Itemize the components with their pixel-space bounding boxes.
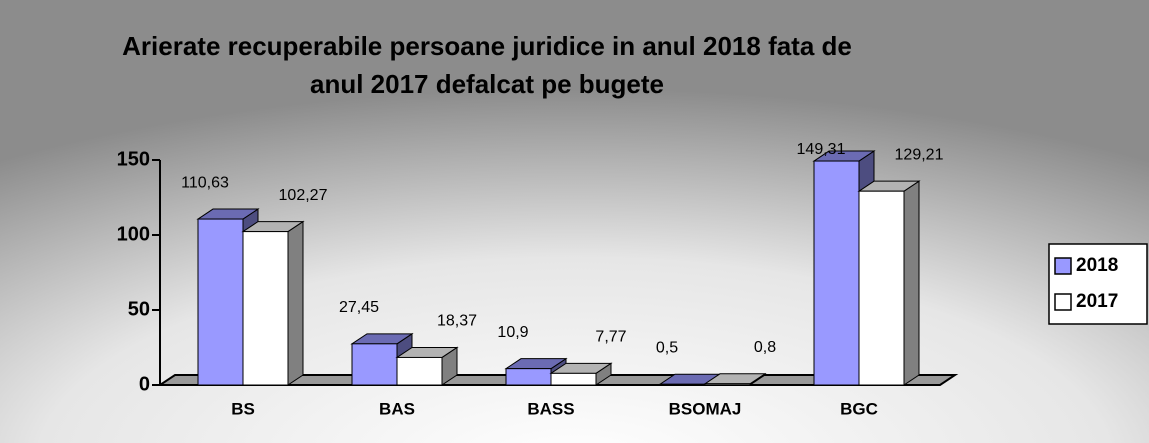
legend-swatch (1054, 293, 1072, 311)
value-label: 102,27 (279, 187, 328, 204)
chart-title: anul 2017 defalcat pe bugete (310, 69, 664, 99)
bar (395, 346, 459, 386)
bar (504, 357, 568, 386)
bar-front (197, 218, 244, 386)
legend-label: 2017 (1076, 291, 1118, 312)
bar-front (396, 356, 443, 386)
x-tick-label: BSOMAJ (669, 399, 742, 418)
y-tick-label: 100 (117, 223, 150, 245)
bar-front (704, 383, 751, 386)
chart-title: Arierate recuperabile persoane juridice … (122, 31, 852, 61)
y-tick-label: 150 (117, 148, 150, 170)
bar (703, 372, 767, 386)
x-tick-label: BASS (527, 399, 574, 418)
bar-front (351, 343, 398, 386)
bar-front (505, 368, 552, 386)
value-label: 7,77 (595, 329, 626, 346)
bar (241, 220, 305, 386)
bar (857, 180, 921, 386)
x-tick-label: BGC (840, 399, 878, 418)
value-label: 27,45 (339, 299, 379, 316)
legend-swatch (1054, 257, 1072, 275)
y-tick-label: 0 (139, 373, 150, 395)
value-label: 129,21 (895, 146, 944, 163)
bar-front (858, 190, 905, 386)
bar-side (903, 180, 920, 386)
bar (549, 362, 613, 386)
bar-front (659, 383, 706, 386)
value-label: 110,63 (181, 174, 229, 191)
bar-side (287, 220, 304, 386)
bar-front (242, 231, 289, 386)
value-label: 18,37 (437, 313, 477, 330)
value-label: 10,9 (497, 324, 528, 341)
bar-front (550, 372, 597, 386)
x-tick-label: BAS (379, 399, 415, 418)
value-label: 0,5 (656, 339, 678, 356)
value-label: 149,31 (797, 141, 846, 158)
y-tick-label: 50 (128, 298, 150, 320)
x-tick-label: BS (231, 399, 255, 418)
bar-front (813, 160, 860, 386)
legend-label: 2018 (1076, 255, 1118, 276)
value-label: 0,8 (754, 339, 776, 356)
